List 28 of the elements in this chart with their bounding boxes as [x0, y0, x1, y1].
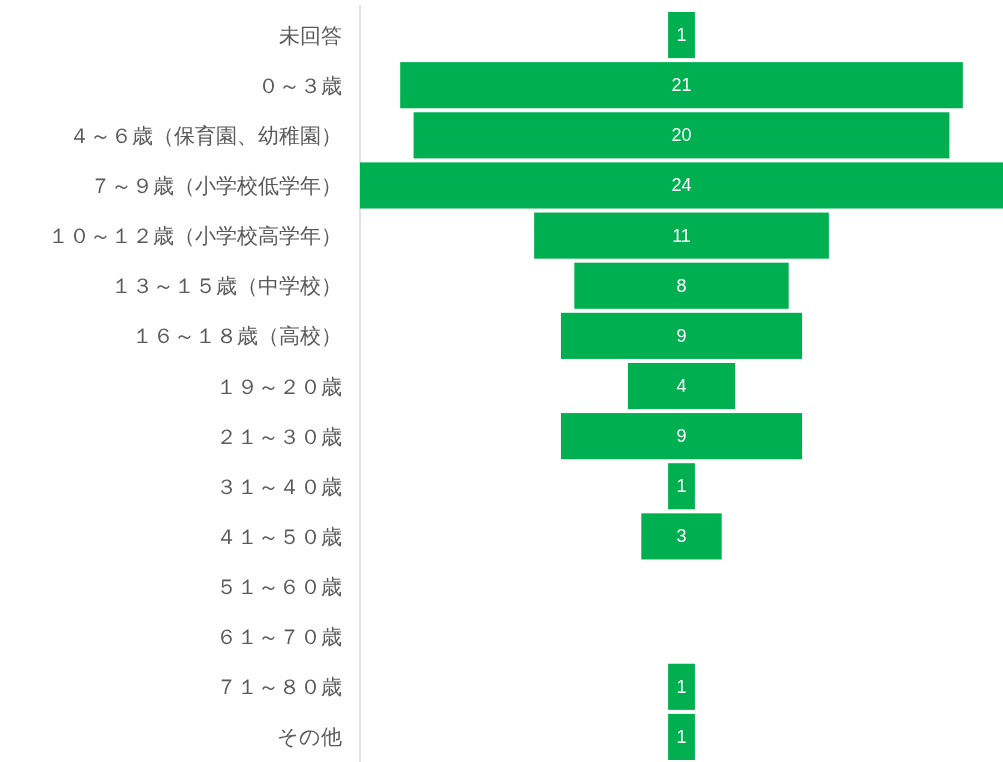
category-label: ７１～８０歳: [216, 675, 342, 699]
data-label: 9: [676, 325, 687, 346]
data-label: 1: [676, 676, 687, 697]
category-label: １６～１８歳（高校）: [132, 324, 342, 348]
data-label: 21: [671, 75, 692, 96]
data-label: 8: [676, 275, 687, 296]
data-label: 1: [676, 476, 687, 497]
category-label: その他: [277, 725, 342, 749]
category-label: ５１～６０歳: [216, 575, 342, 599]
data-label: 1: [676, 25, 687, 46]
category-label: １０～１２歳（小学校高学年）: [48, 224, 342, 248]
data-label: 4: [676, 376, 687, 396]
data-label: 24: [671, 175, 692, 196]
data-label: 20: [671, 125, 692, 146]
category-label: ０～３歳: [258, 73, 342, 97]
category-label: ６１～７０歳: [216, 625, 342, 649]
category-label: 未回答: [279, 23, 342, 47]
category-label: ４～６歳（保育園、幼稚園）: [69, 123, 342, 147]
category-label: ７～９歳（小学校低学年）: [90, 173, 342, 197]
category-label: ４１～５０歳: [216, 524, 342, 548]
data-label: 1: [676, 726, 687, 747]
category-label: １３～１５歳（中学校）: [111, 274, 342, 298]
data-label: 3: [676, 526, 687, 547]
category-label: ３１～４０歳: [216, 474, 342, 498]
category-label: ２１～３０歳: [216, 424, 342, 448]
data-label: 11: [672, 225, 691, 246]
category-label: １９～２０歳: [216, 374, 342, 398]
data-label: 9: [676, 426, 687, 447]
